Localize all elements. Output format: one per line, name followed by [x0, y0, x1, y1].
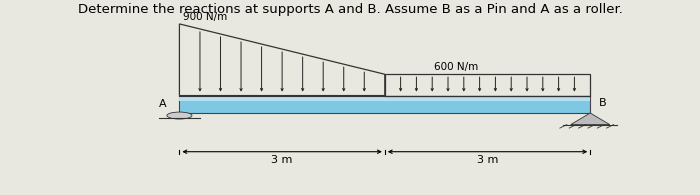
Text: 600 N/m: 600 N/m [433, 62, 478, 72]
Text: B: B [598, 98, 606, 107]
Circle shape [167, 112, 192, 119]
Bar [179, 96, 590, 113]
Text: 900 N/m: 900 N/m [183, 12, 228, 22]
Text: A: A [160, 99, 167, 109]
Text: 3 m: 3 m [477, 155, 498, 165]
Bar [172, 115, 187, 117]
Polygon shape [570, 113, 610, 125]
Text: 3 m: 3 m [272, 155, 293, 165]
Text: Determine the reactions at supports A and B. Assume B as a Pin and A as a roller: Determine the reactions at supports A an… [78, 3, 622, 16]
Bar [179, 96, 590, 101]
